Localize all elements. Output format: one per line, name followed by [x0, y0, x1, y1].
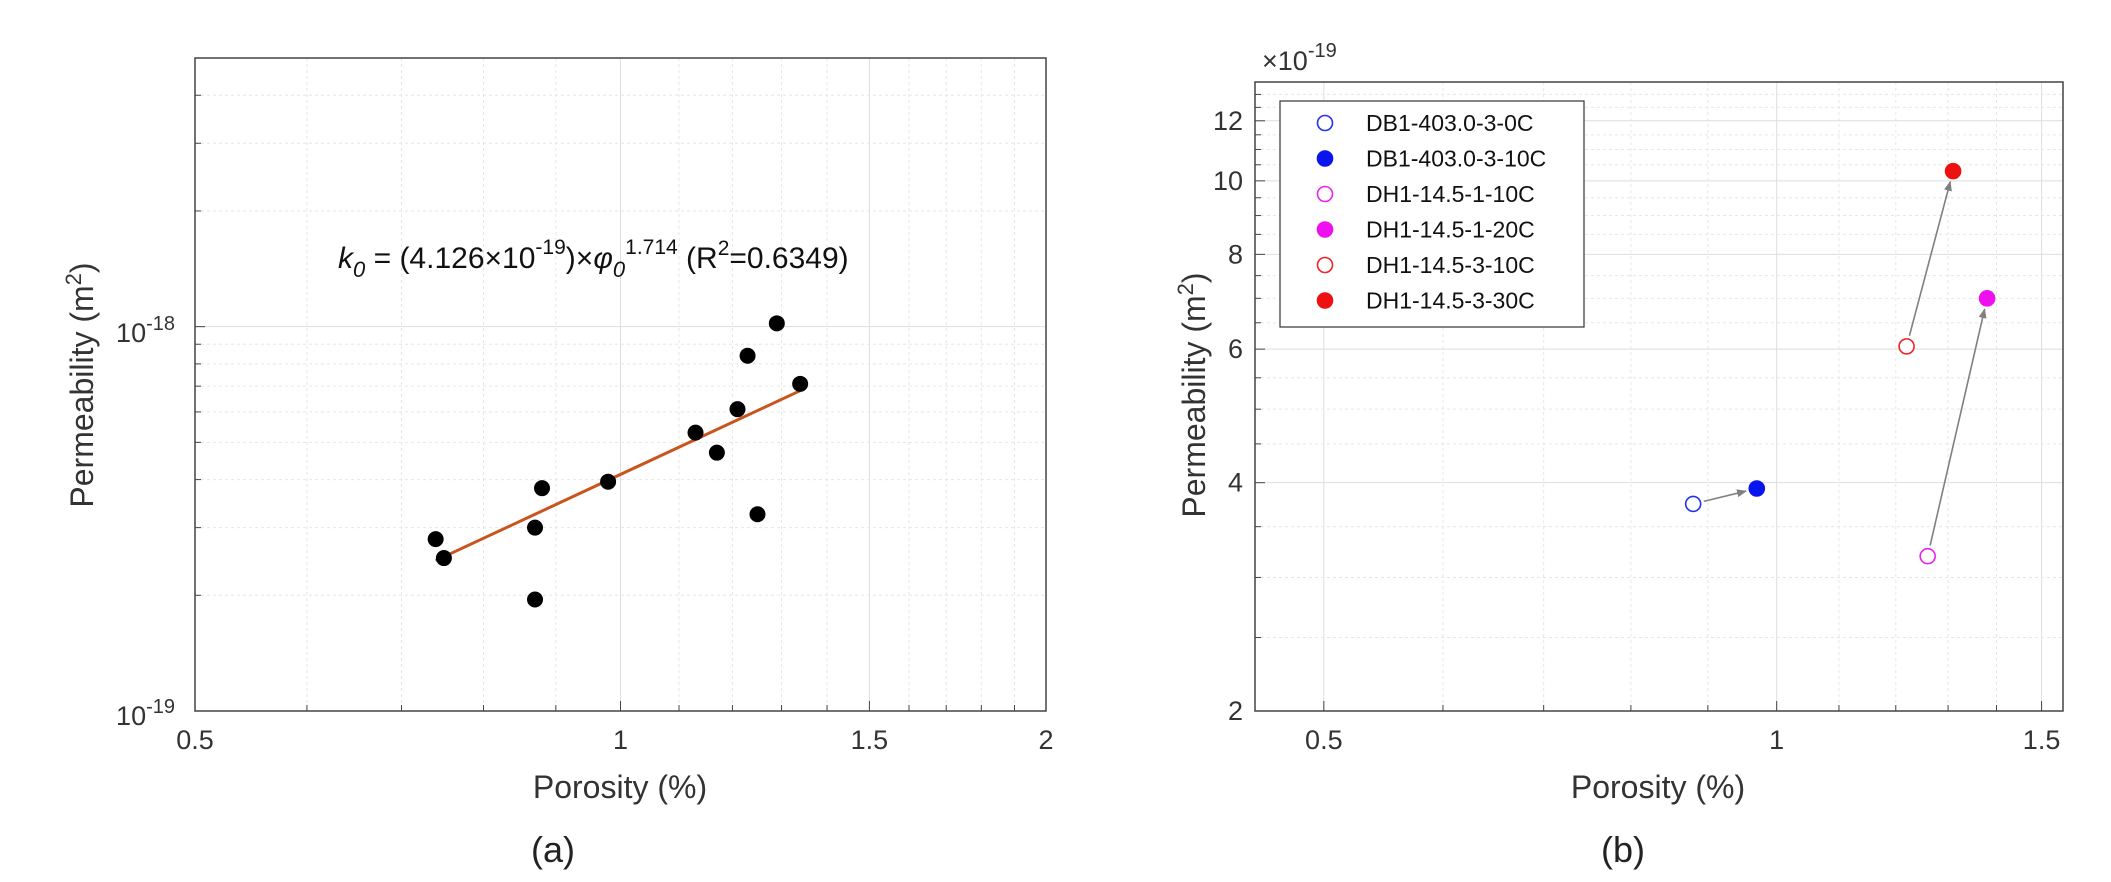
panel-a-data-point: [687, 424, 704, 441]
panel-a-data-point: [534, 480, 551, 497]
panel-a-data-point: [792, 375, 809, 392]
panel-a-data-point: [527, 591, 544, 608]
panel-a-y-tick-labels: 10-18 10-19: [116, 313, 175, 731]
panel-b-x-tick-labels: 0.5 1 1.5: [1305, 725, 2060, 755]
legend-box: [1279, 100, 1585, 328]
legend-entry-label: DB1-403.0-3-10C: [1366, 146, 1546, 172]
panel-b-caption: (b): [1601, 829, 1645, 870]
panel-b-x-axis-label: Porosity (%): [1571, 769, 1745, 805]
legend-entry-label: DB1-403.0-3-0C: [1366, 110, 1533, 136]
panel-b-arrow: [1703, 489, 1748, 503]
legend-marker: [1316, 256, 1334, 274]
panel-b-y-tick-labels: 2 4 6 8 10 12: [1213, 106, 1243, 726]
panel-b-data-point: [1898, 338, 1915, 355]
panel-b-x-tick-label: 1: [1769, 725, 1784, 755]
panel-a-caption: (a): [531, 829, 575, 870]
panel-a-y-tick-label: 10-19: [116, 696, 175, 731]
panel-b-y-tick-label: 2: [1228, 696, 1243, 726]
panel-b-x-tick-label: 0.5: [1305, 725, 1343, 755]
panel-b-legend: DB1-403.0-3-0C DB1-403.0-3-10C DH1-14.5-1-…: [1279, 100, 1585, 328]
panel-a-data-point: [739, 347, 756, 364]
panel-a-x-tick-label: 2: [1038, 725, 1053, 755]
panel-b-y-tick-label: 8: [1228, 239, 1243, 269]
legend-marker: [1316, 150, 1334, 167]
panel-b-data-point: [1748, 480, 1766, 497]
panel-b-y-tick-label: 4: [1228, 468, 1243, 498]
panel-a-data-point: [749, 506, 766, 523]
legend-entry-label: DH1-14.5-1-10C: [1366, 181, 1535, 207]
panel-b-y-tick-label: 10: [1213, 166, 1243, 196]
panel-b-plot-frame: [1254, 81, 2064, 712]
panel-a-data-point: [708, 444, 725, 461]
panel-a-x-tick-label: 1: [613, 725, 628, 755]
panel-a-data-point: [527, 519, 544, 536]
panel-a-data-point: [600, 473, 617, 490]
legend-marker: [1316, 185, 1334, 203]
panel-a-grid: [194, 57, 1047, 712]
legend-entry-label: DH1-14.5-3-30C: [1366, 288, 1535, 314]
panel-b-ticks: [1255, 93, 2043, 712]
legend-marker: [1316, 221, 1334, 238]
panel-b-arrows: [1703, 180, 1987, 546]
panel-b-data-point: [1684, 495, 1702, 513]
panel-a-fit-equation: k0 = (4.126×10-19)×φ01.714 (R2=0.6349): [338, 236, 849, 282]
panel-b-arrow: [1908, 180, 1952, 336]
legend-entry-label: DH1-14.5-1-20C: [1366, 217, 1535, 243]
panel-b-y-tick-label: 6: [1228, 334, 1243, 364]
panel-b-x-tick-label: 1.5: [2023, 725, 2061, 755]
panel-a-ticks: [194, 57, 1047, 712]
panel-a-y-axis-label: Permeability (m2): [61, 262, 100, 507]
panel-b-data-point: [1919, 547, 1936, 565]
panel-b-points: [1684, 162, 1996, 565]
panel-a-data-point: [427, 531, 444, 548]
panel-b-arrow: [1929, 308, 1987, 546]
legend-marker: [1316, 292, 1334, 309]
panel-a: 0.5 1 1.5 2 10-18 10-19 k0 = (4.126×10-19)×…: [61, 57, 1054, 870]
panel-b-data-point: [1978, 290, 1996, 307]
panel-b-y-multiplier: ×10-19: [1262, 40, 1337, 76]
panel-a-points: [427, 315, 809, 608]
panel-a-x-tick-labels: 0.5 1 1.5 2: [176, 725, 1053, 755]
panel-a-data-point: [768, 315, 785, 332]
panel-a-x-axis-label: Porosity (%): [533, 769, 707, 805]
panel-b-y-axis-label: Permeability (m2): [1173, 272, 1212, 517]
legend-marker: [1316, 114, 1334, 132]
panel-a-x-tick-label: 1.5: [851, 725, 889, 755]
panel-b-data-point: [1944, 162, 1962, 180]
panel-b-y-tick-label: 12: [1213, 106, 1243, 136]
panel-a-fit-line: [435, 389, 801, 562]
panel-a-x-tick-label: 0.5: [176, 725, 214, 755]
panel-a-y-tick-label: 10-18: [116, 313, 175, 348]
legend-entry-label: DH1-14.5-3-10C: [1366, 252, 1535, 278]
panel-a-data-point: [729, 401, 746, 418]
panel-a-data-point: [435, 550, 452, 567]
